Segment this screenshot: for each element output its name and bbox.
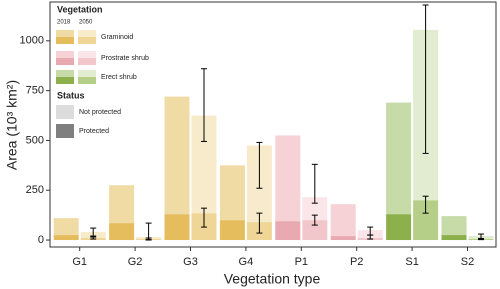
status-swatch (56, 105, 74, 119)
legend-swatch (56, 51, 74, 58)
bar-not-protected (53, 218, 79, 236)
y-tick-label: 250 (26, 184, 44, 196)
status-title: Status (57, 90, 85, 100)
legend-swatch (56, 58, 74, 65)
bar-protected (219, 220, 245, 241)
bar-protected (302, 220, 328, 241)
status-swatch (56, 124, 74, 138)
bar-not-protected (330, 204, 356, 237)
x-tick-label: P1 (295, 256, 308, 268)
bar-not-protected (275, 135, 301, 222)
bar-protected (386, 214, 412, 241)
x-tick-label: S2 (461, 256, 474, 268)
y-tick-label: 750 (26, 85, 44, 97)
bar-not-protected (109, 185, 135, 224)
x-tick-label: P2 (350, 256, 363, 268)
x-tick-label: S1 (405, 256, 418, 268)
x-axis-title: Vegetation type (224, 271, 321, 287)
legend-label: Erect shrub (101, 74, 137, 81)
bar-not-protected (164, 96, 190, 215)
status-label: Not protected (79, 109, 121, 116)
x-tick-label: G3 (183, 256, 198, 268)
plot-frame (49, 1, 497, 248)
legend-swatch (78, 77, 96, 84)
legend-swatch (56, 70, 74, 77)
legend-swatch (56, 37, 74, 44)
x-tick-label: G1 (72, 256, 87, 268)
legend-swatch (78, 70, 96, 77)
bar-protected (330, 236, 356, 241)
bar-protected (164, 214, 190, 241)
bar-protected (441, 235, 467, 241)
legend-year: 2050 (79, 20, 93, 26)
legend-year: 2018 (57, 20, 71, 26)
bar-not-protected (386, 102, 412, 215)
bar-not-protected (302, 197, 328, 221)
y-tick-label: 0 (38, 234, 44, 246)
status-label: Protected (79, 128, 109, 135)
bar-not-protected (441, 216, 467, 236)
bar-protected (109, 223, 135, 241)
y-axis-title: Area (10³ km²) (4, 80, 20, 170)
legend-label: Graminoid (101, 34, 133, 41)
legend-title: Vegetation (57, 4, 103, 14)
x-tick-label: G4 (239, 256, 254, 268)
legend-label: Prostrate shrub (101, 55, 149, 62)
y-tick-label: 1000 (20, 35, 44, 47)
bar-protected (275, 221, 301, 241)
legend-swatch (78, 58, 96, 65)
x-tick-label: G2 (128, 256, 143, 268)
legend-swatch (78, 30, 96, 37)
y-tick-label: 500 (26, 134, 44, 146)
legend-swatch (56, 30, 74, 37)
legend-swatch (78, 51, 96, 58)
bar-not-protected (219, 165, 245, 221)
legend-swatch (56, 77, 74, 84)
bar-protected (53, 235, 79, 241)
legend-swatch (78, 37, 96, 44)
